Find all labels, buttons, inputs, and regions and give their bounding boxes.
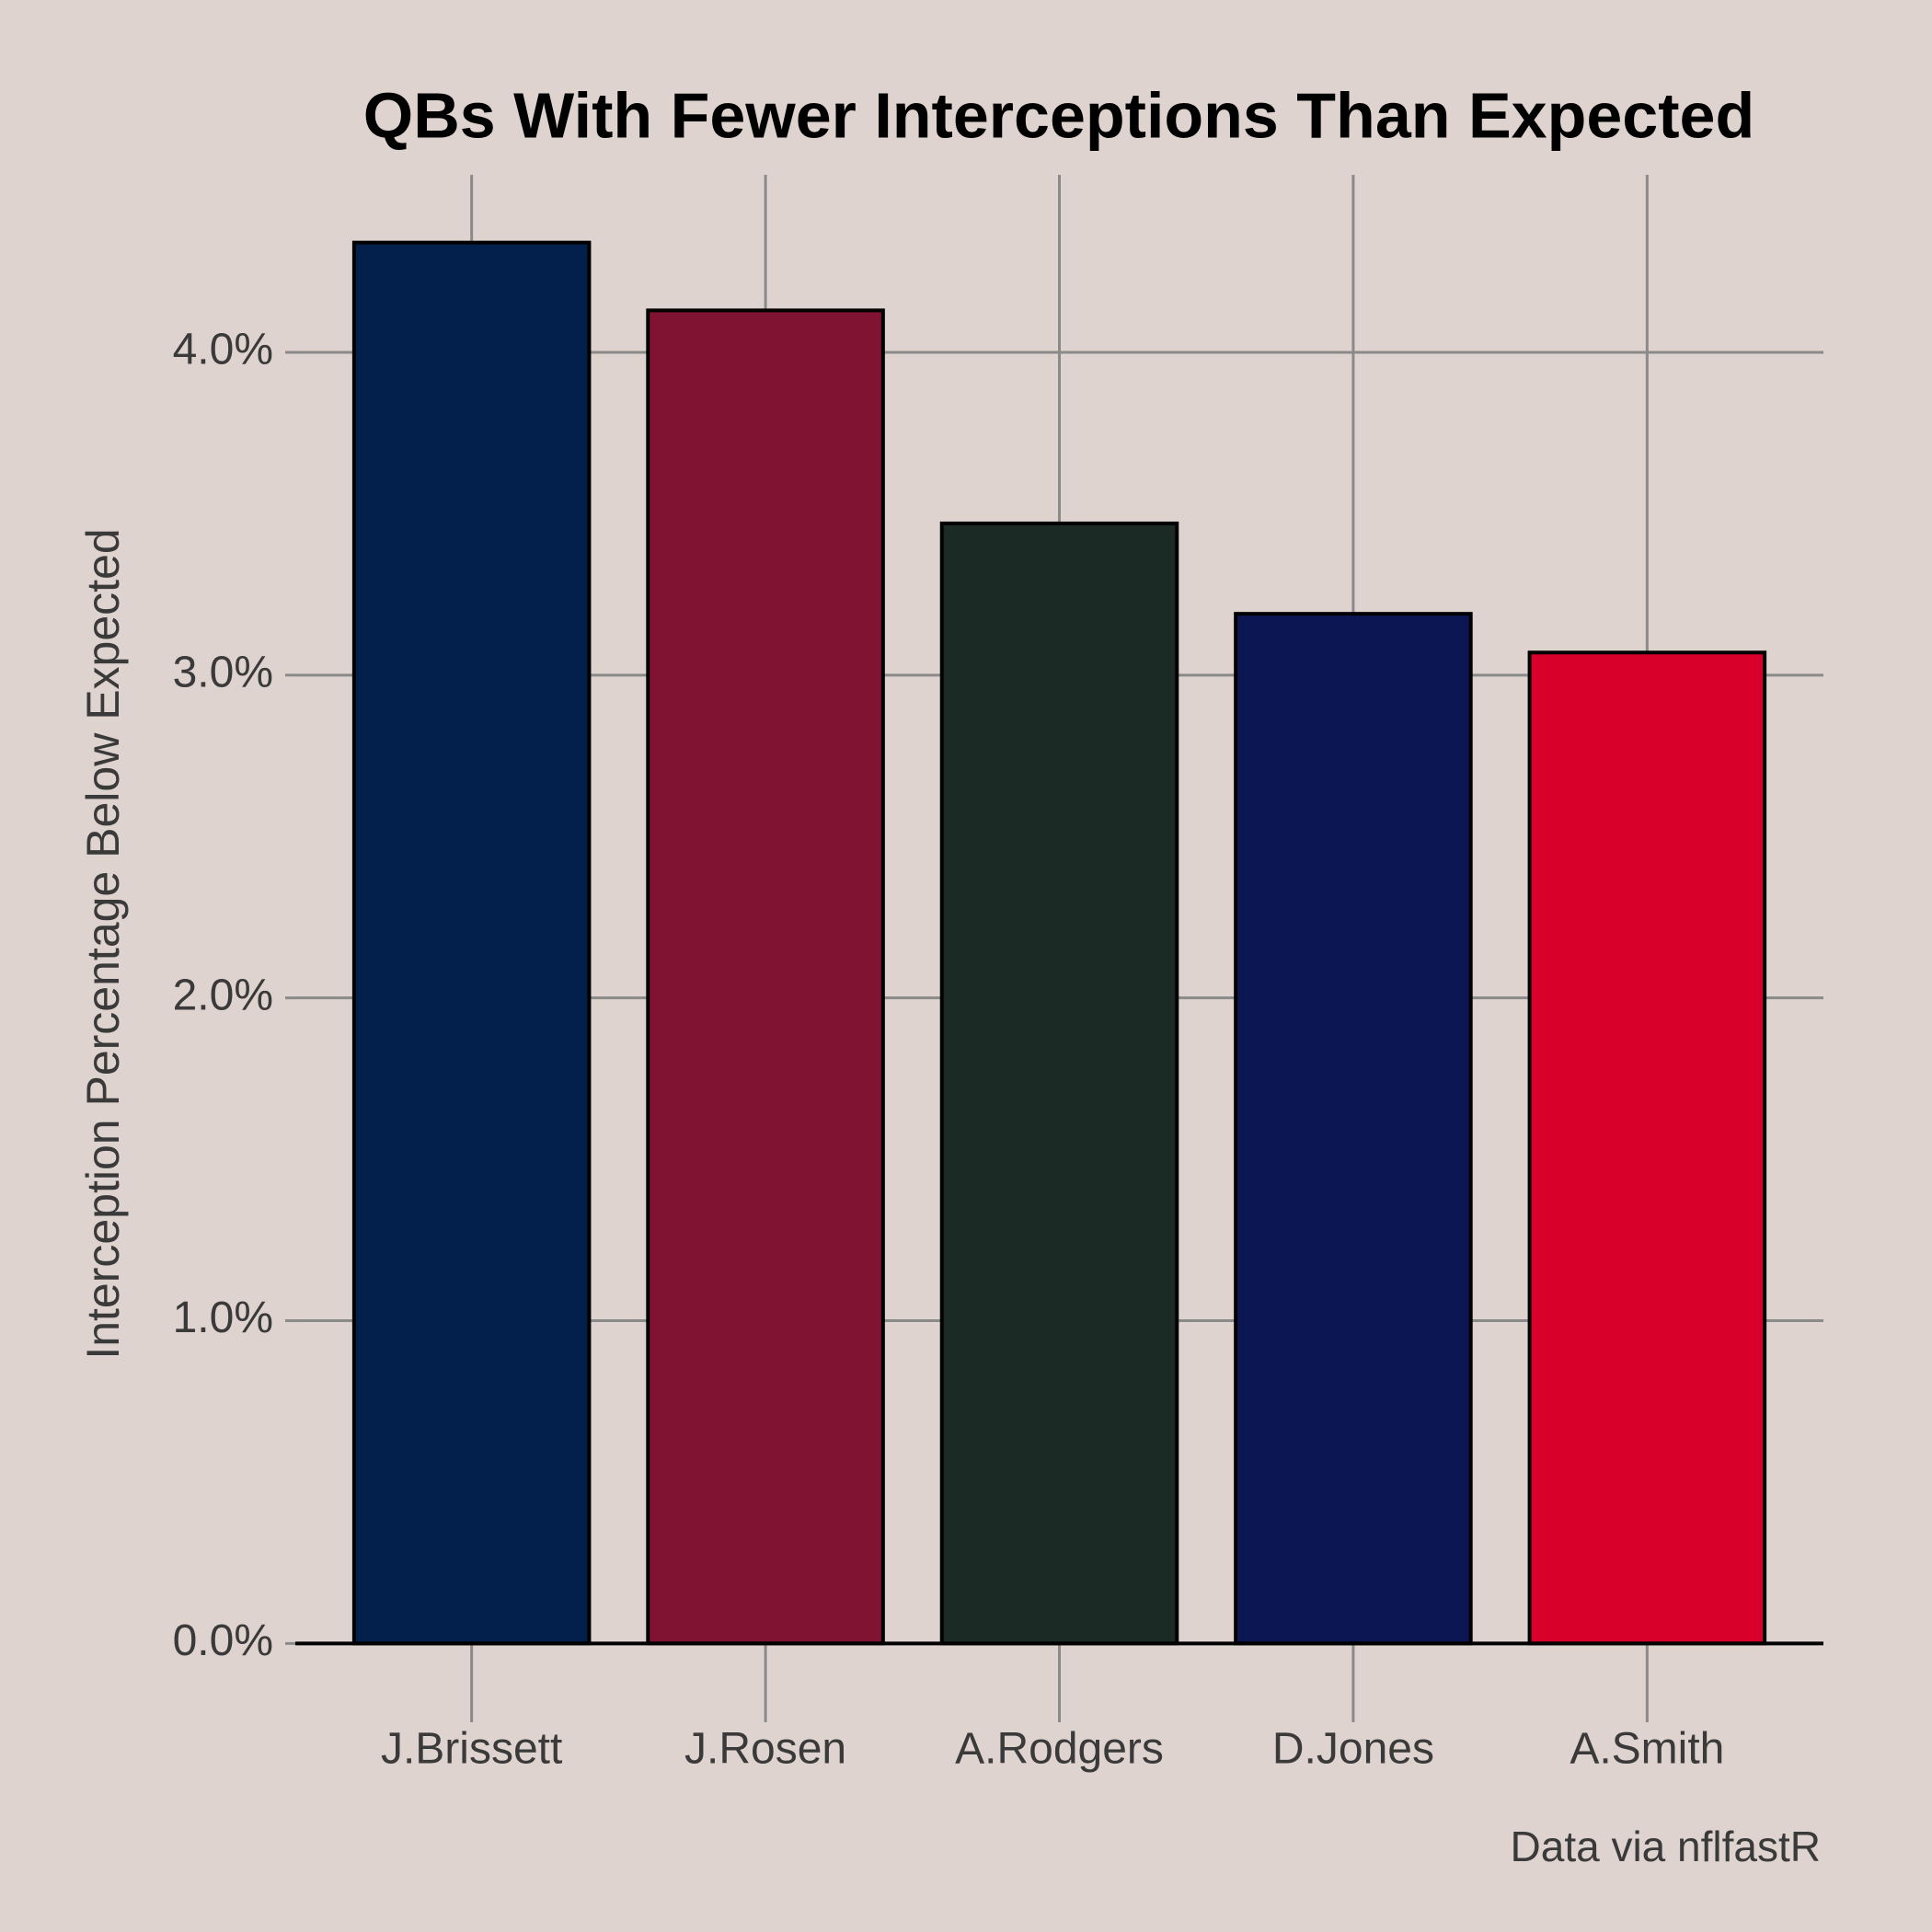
- x-tick-label: J.Brissett: [381, 1725, 562, 1774]
- y-tick-label: 3.0%: [173, 648, 273, 696]
- bar: [939, 521, 1179, 1646]
- y-tick-label: 2.0%: [173, 971, 273, 1019]
- bar: [351, 240, 592, 1646]
- x-tick-label: J.Rosen: [684, 1725, 846, 1774]
- chart-title: QBs With Fewer Interceptions Than Expect…: [363, 79, 1754, 151]
- bar: [1234, 612, 1473, 1646]
- bar-layer: [351, 240, 1767, 1646]
- x-tick-label: A.Smith: [1570, 1725, 1724, 1774]
- x-tick-label: A.Rodgers: [955, 1725, 1164, 1774]
- caption: Data via nflfastR: [1511, 1823, 1821, 1870]
- y-tick-label: 1.0%: [173, 1294, 273, 1342]
- y-tick-label: 0.0%: [173, 1616, 273, 1665]
- y-tick-label: 4.0%: [173, 326, 273, 374]
- x-tick-label: D.Jones: [1272, 1725, 1434, 1774]
- bar: [1527, 650, 1767, 1646]
- bar: [646, 308, 885, 1646]
- y-axis-label: Interception Percentage Below Expected: [77, 528, 129, 1359]
